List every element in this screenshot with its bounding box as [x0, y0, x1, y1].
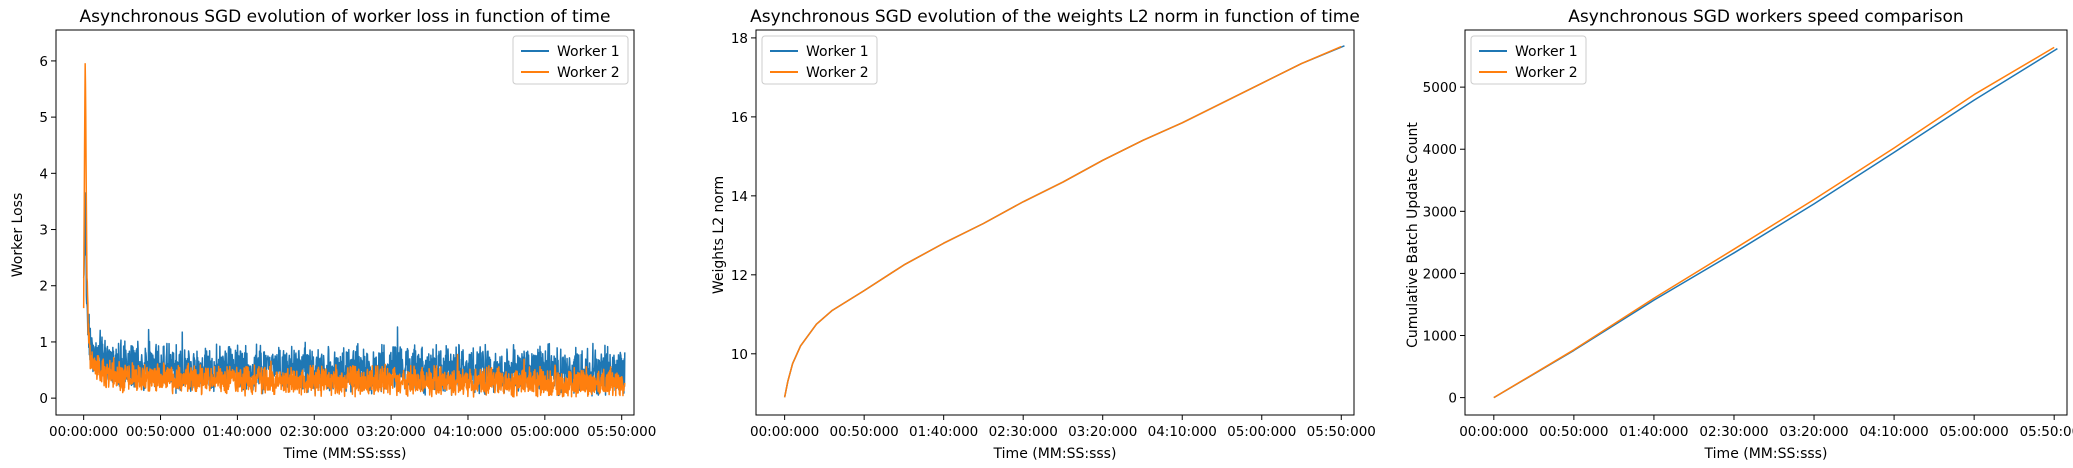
y-axis-label: Weights L2 norm [711, 176, 727, 294]
x-tick-label: 04:10:000 [1859, 424, 1928, 440]
chart-title: Asynchronous SGD evolution of the weight… [750, 7, 1360, 27]
y-tick-label: 3000 [1423, 204, 1457, 220]
y-axis-label: Cumulative Batch Update Count [1405, 122, 1421, 348]
plot-frame [755, 29, 1355, 416]
x-tick-label: 03:20:000 [356, 424, 425, 440]
x-tick-label: 05:00:000 [1940, 424, 2009, 440]
x-tick-label: 00:50:000 [1539, 424, 1608, 440]
x-tick-label: 01:40:000 [909, 424, 978, 440]
x-axis-label: Time (MM:SS:sss) [993, 446, 1117, 462]
legend-label-worker-2: Worker 2 [806, 65, 869, 81]
y-tick-label: 16 [731, 110, 748, 126]
x-tick-label: 00:50:000 [830, 424, 899, 440]
y-tick-label: 4 [39, 166, 48, 182]
plot-frame [55, 29, 635, 416]
x-tick-label: 00:00:000 [49, 424, 118, 440]
x-tick-label: 01:40:000 [203, 424, 272, 440]
y-tick-label: 14 [731, 189, 748, 205]
x-tick-label: 03:20:000 [1068, 424, 1137, 440]
y-tick-label: 10 [731, 347, 748, 363]
x-tick-label: 00:00:000 [1459, 424, 1528, 440]
series-line-worker-2 [783, 45, 1342, 398]
series-line-worker-2 [1493, 46, 2055, 399]
legend-label-worker-1: Worker 1 [806, 44, 869, 60]
x-tick-label: 05:00:000 [510, 424, 579, 440]
y-tick-label: 2 [39, 279, 48, 295]
y-tick-label: 0 [39, 391, 48, 407]
x-tick-label: 03:20:000 [1779, 424, 1848, 440]
chart-title: Asynchronous SGD workers speed compariso… [1568, 7, 1963, 27]
x-tick-label: 02:30:000 [280, 424, 349, 440]
x-tick-label: 04:10:000 [1148, 424, 1217, 440]
x-tick-label: 05:00:000 [1227, 424, 1296, 440]
x-tick-label: 05:50:000 [587, 424, 656, 440]
x-tick-label: 01:40:000 [1619, 424, 1688, 440]
legend-label-worker-1: Worker 1 [557, 44, 620, 60]
y-tick-label: 12 [731, 268, 748, 284]
series-line-worker-2 [82, 62, 626, 398]
x-tick-label: 04:10:000 [433, 424, 502, 440]
legend-label-worker-1: Worker 1 [1515, 44, 1578, 60]
y-tick-label: 5000 [1423, 80, 1457, 96]
y-tick-label: 3 [39, 223, 48, 239]
plot-frame [1464, 29, 2068, 416]
x-tick-label: 02:30:000 [989, 424, 1058, 440]
y-tick-label: 5 [39, 110, 48, 126]
x-axis-label: Time (MM:SS:sss) [283, 446, 407, 462]
y-tick-label: 1 [39, 335, 48, 351]
y-tick-label: 18 [731, 31, 748, 47]
loss-chart-panel: Asynchronous SGD evolution of worker los… [10, 7, 656, 462]
x-tick-label: 00:50:000 [126, 424, 195, 440]
x-axis-label: Time (MM:SS:sss) [1704, 446, 1828, 462]
x-tick-label: 02:30:000 [1699, 424, 1768, 440]
x-tick-label: 00:00:000 [750, 424, 819, 440]
speed-chart-panel: Asynchronous SGD workers speed compariso… [1405, 7, 2073, 462]
y-tick-label: 6 [39, 54, 48, 70]
y-tick-label: 4000 [1423, 142, 1457, 158]
y-tick-label: 0 [1448, 391, 1457, 407]
y-axis-label: Worker Loss [10, 193, 26, 277]
l2-norm-chart-panel: Asynchronous SGD evolution of the weight… [711, 7, 1376, 462]
x-tick-label: 05:50:000 [1307, 424, 1376, 440]
legend-label-worker-2: Worker 2 [1515, 65, 1578, 81]
y-tick-label: 1000 [1423, 329, 1457, 345]
x-tick-label: 05:50:000 [2020, 424, 2073, 440]
chart-title: Asynchronous SGD evolution of worker los… [80, 7, 611, 27]
y-tick-label: 2000 [1423, 266, 1457, 282]
legend-label-worker-2: Worker 2 [557, 65, 620, 81]
